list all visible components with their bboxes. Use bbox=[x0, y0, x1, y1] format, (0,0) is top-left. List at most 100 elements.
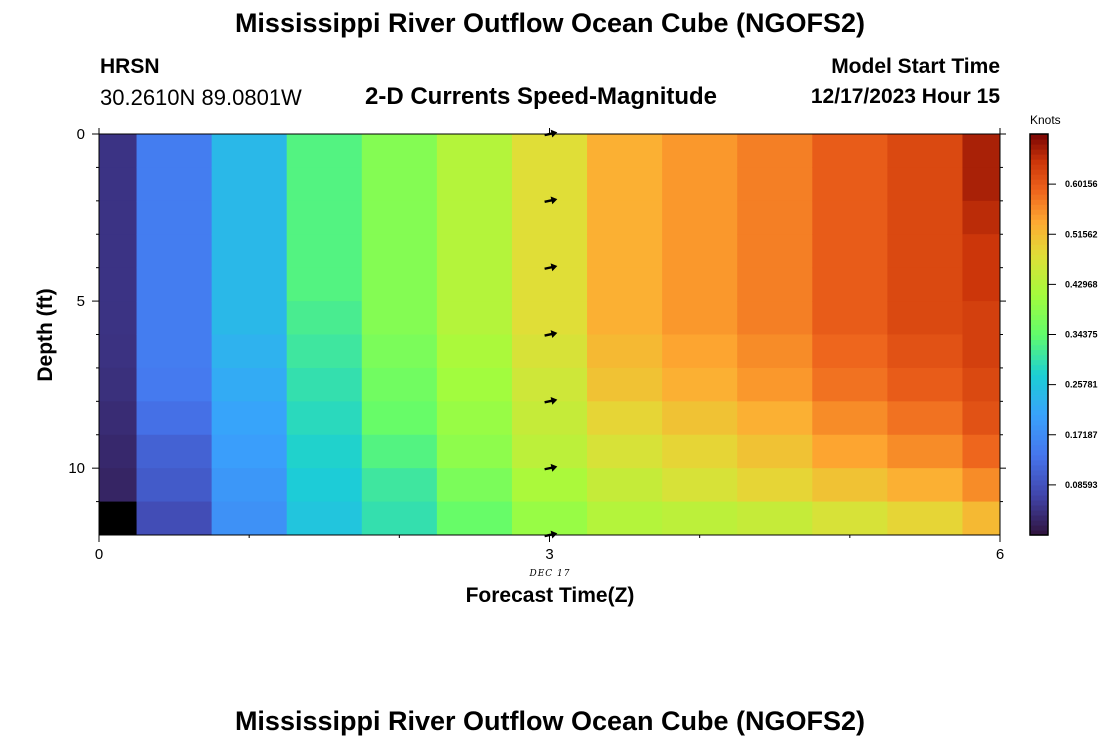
colorbar-segment bbox=[1030, 264, 1048, 270]
colorbar-segment bbox=[1030, 164, 1048, 170]
heatmap-cell bbox=[511, 301, 588, 335]
station-coordinates: 30.2610N 89.0801W bbox=[100, 85, 302, 110]
heatmap-cell bbox=[361, 468, 438, 503]
colorbar-segment bbox=[1030, 414, 1048, 421]
heatmap-cell bbox=[737, 367, 813, 402]
heatmap-cell bbox=[962, 468, 1001, 503]
heatmap-cell bbox=[662, 434, 738, 469]
colorbar-segment bbox=[1030, 144, 1048, 150]
heatmap-cell bbox=[136, 434, 213, 469]
heatmap-cell bbox=[887, 501, 963, 536]
colorbar-segment bbox=[1030, 419, 1048, 426]
heatmap-cell bbox=[737, 501, 813, 536]
heatmap-cell bbox=[436, 234, 513, 269]
colorbar-segment bbox=[1030, 509, 1048, 516]
heatmap-cell bbox=[436, 367, 513, 402]
heatmap-cell bbox=[136, 267, 213, 302]
heatmap-cell bbox=[662, 267, 738, 302]
colorbar-segment bbox=[1030, 249, 1048, 255]
colorbar-segment bbox=[1030, 234, 1048, 240]
heatmap-cell bbox=[662, 167, 738, 202]
heatmap-cell bbox=[136, 200, 213, 235]
heatmap-cell bbox=[286, 367, 363, 402]
colorbar-segment bbox=[1030, 154, 1048, 160]
colorbar-segment bbox=[1030, 159, 1048, 165]
second-chart-title: Mississippi River Outflow Ocean Cube (NG… bbox=[234, 706, 866, 736]
heatmap-cell bbox=[286, 334, 363, 369]
colorbar-segment bbox=[1030, 274, 1048, 280]
heatmap-cell bbox=[436, 200, 513, 235]
colorbar-segment bbox=[1030, 194, 1048, 200]
colorbar-segment bbox=[1030, 214, 1048, 220]
heatmap-cell bbox=[587, 334, 663, 369]
heatmap-cell bbox=[662, 200, 738, 235]
heatmap-cell bbox=[587, 301, 663, 335]
x-axis-label: Forecast Time(Z) bbox=[465, 584, 635, 607]
colorbar-segment bbox=[1030, 319, 1048, 326]
current-arrow bbox=[544, 263, 558, 272]
colorbar-unit: Knots bbox=[1030, 113, 1061, 127]
heatmap-cell bbox=[361, 234, 438, 269]
heatmap-cell bbox=[662, 301, 738, 335]
heatmap-cell bbox=[436, 267, 513, 302]
colorbar-segment bbox=[1030, 139, 1048, 145]
heatmap-cell bbox=[99, 234, 138, 269]
heatmap-cell bbox=[887, 267, 963, 302]
heatmap-cell bbox=[887, 434, 963, 469]
colorbar-segment bbox=[1030, 449, 1048, 456]
colorbar-segment bbox=[1030, 314, 1048, 321]
heatmap-cell bbox=[662, 134, 738, 168]
heatmap-cell bbox=[211, 434, 288, 469]
heatmap-cell bbox=[99, 334, 138, 369]
station-name: HRSN bbox=[100, 55, 160, 78]
heatmap-cell bbox=[361, 401, 438, 436]
heatmap-cell bbox=[136, 367, 213, 402]
colorbar-segment bbox=[1030, 529, 1048, 536]
heatmap-cell bbox=[436, 434, 513, 469]
heatmap-cell bbox=[211, 134, 288, 168]
colorbar-segment bbox=[1030, 434, 1048, 441]
heatmap-cell bbox=[737, 234, 813, 269]
heatmap-cell bbox=[286, 200, 363, 235]
heatmap-cell bbox=[361, 434, 438, 469]
colorbar-segment bbox=[1030, 379, 1048, 386]
heatmap-cell bbox=[812, 401, 888, 436]
colorbar-segment bbox=[1030, 469, 1048, 476]
heatmap-cell bbox=[962, 301, 1001, 335]
colorbar-segment bbox=[1030, 204, 1048, 210]
model-start-label: Model Start Time bbox=[831, 55, 1000, 78]
colorbar-segment bbox=[1030, 424, 1048, 431]
colorbar-segment bbox=[1030, 259, 1048, 265]
colorbar: 0.08593 0.17187 0.25781 0.34375 0.42968 0.515… bbox=[1029, 133, 1098, 536]
heatmap-cell bbox=[587, 200, 663, 235]
heatmap-cell bbox=[211, 367, 288, 402]
heatmap-cell bbox=[587, 234, 663, 269]
current-arrow bbox=[544, 330, 558, 338]
heatmap-cell bbox=[436, 134, 513, 168]
heatmap-cell bbox=[511, 367, 588, 402]
heatmap-cell bbox=[812, 200, 888, 235]
heatmap-cell bbox=[361, 267, 438, 302]
colorbar-segment bbox=[1030, 284, 1048, 290]
heatmap-cell bbox=[436, 401, 513, 436]
heatmap-cell bbox=[436, 501, 513, 536]
heatmap-cell bbox=[812, 501, 888, 536]
colorbar-tick-label: 0.34375 bbox=[1065, 330, 1098, 340]
heatmap-cell bbox=[99, 134, 138, 168]
colorbar-segment bbox=[1030, 224, 1048, 230]
colorbar-segment bbox=[1030, 504, 1048, 511]
heatmap-cell bbox=[812, 134, 888, 168]
heatmap-cell bbox=[962, 501, 1001, 536]
heatmap-cell bbox=[99, 468, 138, 503]
heatmap-cell bbox=[887, 301, 963, 335]
colorbar-tick-label: 0.60156 bbox=[1065, 179, 1098, 189]
colorbar-segment bbox=[1030, 489, 1048, 496]
heatmap-cell bbox=[211, 200, 288, 235]
colorbar-segment bbox=[1030, 199, 1048, 205]
heatmap-cell bbox=[286, 301, 363, 335]
heatmap-cell bbox=[887, 401, 963, 436]
colorbar-segment bbox=[1030, 479, 1048, 486]
colorbar-segment bbox=[1030, 459, 1048, 466]
colorbar-tick-label: 0.25781 bbox=[1065, 380, 1098, 390]
heatmap-cell bbox=[211, 234, 288, 269]
